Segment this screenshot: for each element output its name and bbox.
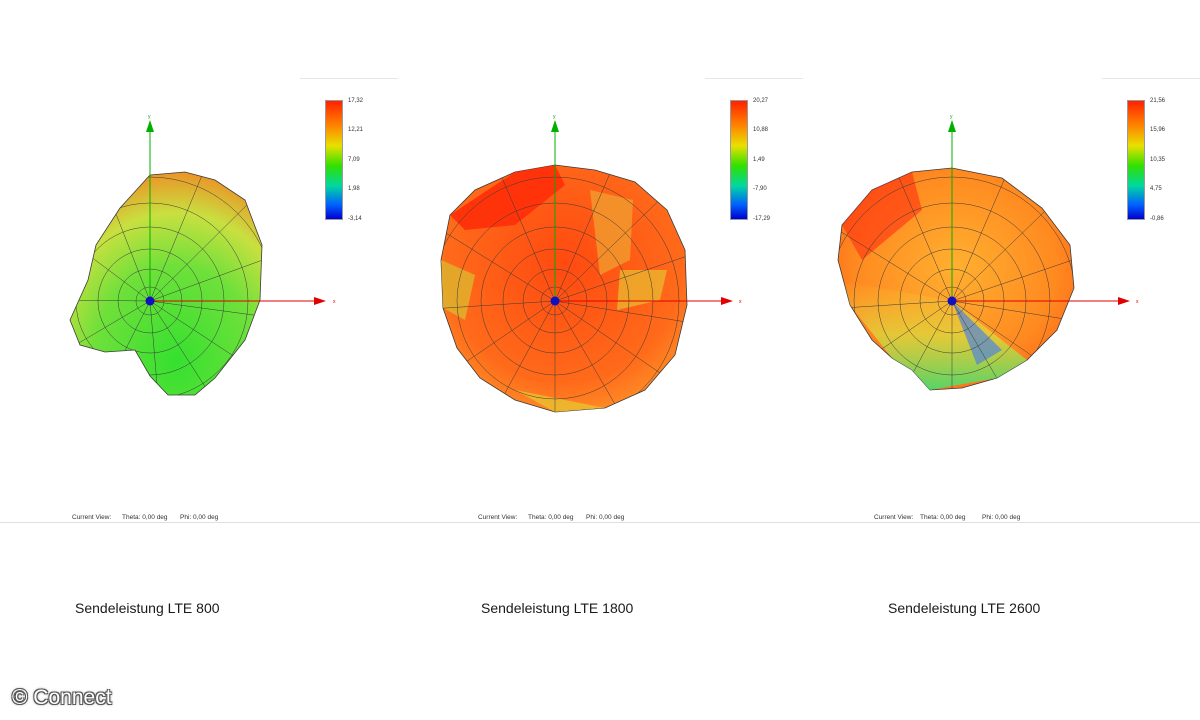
colorbar-max: 20,27	[753, 98, 769, 104]
status-phi: Phi: 0,00 deg	[982, 514, 1021, 521]
colorbar-min: -3,14	[348, 216, 362, 222]
x-axis-label: x	[1136, 299, 1139, 305]
x-axis-arrow	[721, 297, 733, 305]
colorbar-tick-4: -7,90	[753, 186, 767, 192]
status-current-view: Current View:	[478, 514, 518, 521]
caption-lte800: Sendeleistung LTE 800	[75, 600, 220, 616]
y-axis-arrow	[146, 120, 154, 132]
status-current-view: Current View:	[874, 514, 914, 521]
colorbar-tick-3: 10,35	[1150, 157, 1166, 163]
colorbar-tick-3: 1,49	[753, 157, 765, 163]
colorbar-min: -17,29	[753, 216, 771, 222]
divider-line	[0, 522, 1200, 523]
colorbar-tick-2: 12,21	[348, 127, 364, 133]
colorbar	[325, 100, 343, 220]
status-theta: Theta: 0,00 deg	[122, 514, 168, 521]
view-border	[300, 78, 398, 79]
caption-lte2600: Sendeleistung LTE 2600	[888, 600, 1041, 616]
radiation-plot-lte1800: x y	[440, 114, 742, 413]
view-border	[705, 78, 803, 79]
radiation-panel-lte800: x y 17,32 12,21 7,09 1,98 -3,14 Current …	[0, 60, 400, 530]
pattern-surface	[69, 171, 263, 396]
pattern-patches	[441, 165, 667, 412]
radiation-panel-lte2600: x y 21,56 15,96 10,35 4,75 -0,86 Current…	[802, 60, 1200, 530]
y-axis-label: y	[553, 114, 556, 120]
x-axis-label: x	[333, 299, 336, 305]
pattern-patches	[838, 172, 1027, 390]
y-axis-arrow	[948, 120, 956, 132]
status-phi: Phi: 0,00 deg	[180, 514, 219, 521]
origin-marker	[947, 296, 957, 306]
y-axis-arrow	[551, 120, 559, 132]
watermark: © Connect	[12, 686, 112, 709]
status-theta: Theta: 0,00 deg	[528, 514, 574, 521]
status-phi: Phi: 0,00 deg	[586, 514, 625, 521]
y-axis-label: y	[148, 114, 151, 120]
caption-lte1800: Sendeleistung LTE 1800	[481, 600, 634, 616]
colorbar-tick-3: 7,09	[348, 157, 360, 163]
colorbar	[1127, 100, 1145, 220]
colorbar-max: 21,56	[1150, 98, 1166, 104]
colorbar-max: 17,32	[348, 98, 364, 104]
radiation-plot-lte2600: x y	[837, 114, 1139, 391]
x-axis-arrow	[314, 297, 326, 305]
colorbar	[730, 100, 748, 220]
x-axis-label: x	[739, 299, 742, 305]
colorbar-tick-2: 10,88	[753, 127, 769, 133]
origin-marker	[145, 296, 155, 306]
status-theta: Theta: 0,00 deg	[920, 514, 966, 521]
colorbar-min: -0,86	[1150, 216, 1164, 222]
colorbar-tick-4: 4,75	[1150, 186, 1162, 192]
y-axis-label: y	[950, 114, 953, 120]
x-axis-arrow	[1118, 297, 1130, 305]
radiation-plot-lte800: x y	[69, 114, 336, 396]
view-border	[1102, 78, 1200, 79]
origin-marker	[550, 296, 560, 306]
status-current-view: Current View:	[72, 514, 112, 521]
colorbar-tick-2: 15,96	[1150, 127, 1166, 133]
radiation-panel-lte1800: x y 20,27 10,88 1,49 -7,90 -17,29 Curren…	[405, 60, 805, 530]
colorbar-tick-4: 1,98	[348, 186, 360, 192]
